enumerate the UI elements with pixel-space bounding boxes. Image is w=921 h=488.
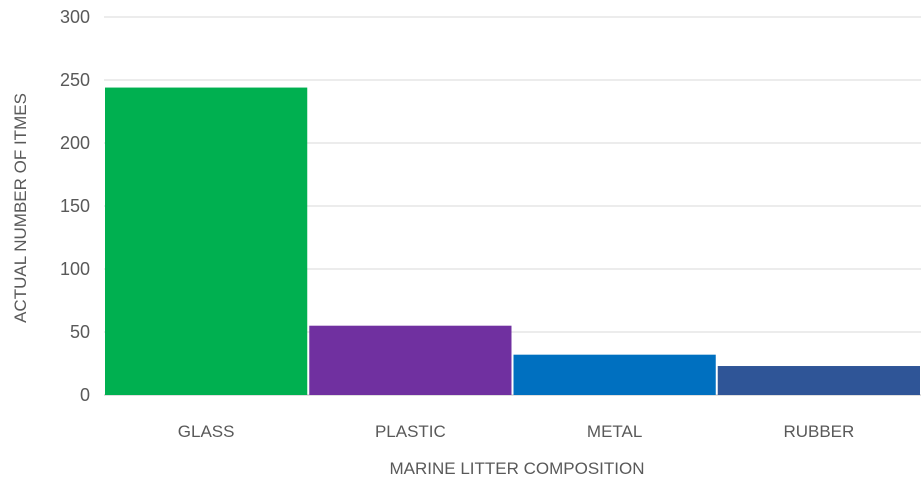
bar-rubber: [717, 366, 920, 395]
y-tick-label: 200: [60, 133, 90, 153]
x-axis-title: MARINE LITTER COMPOSITION: [389, 459, 644, 478]
bars: [105, 87, 920, 395]
x-tick-label: RUBBER: [783, 422, 854, 441]
y-axis-title: ACTUAL NUMBER OF ITMES: [11, 93, 30, 323]
x-tick-label: GLASS: [178, 422, 235, 441]
x-tick-label: PLASTIC: [375, 422, 446, 441]
y-tick-label: 300: [60, 7, 90, 27]
y-tick-label: 250: [60, 70, 90, 90]
bar-metal: [513, 354, 716, 395]
x-axis-ticks: GLASS PLASTIC METAL RUBBER: [178, 422, 855, 441]
y-tick-label: 50: [70, 322, 90, 342]
y-tick-label: 0: [80, 385, 90, 405]
y-axis-ticks: 0 50 100 150 200 250 300: [60, 7, 90, 405]
bar-glass: [105, 87, 308, 395]
y-tick-label: 150: [60, 196, 90, 216]
x-tick-label: METAL: [587, 422, 642, 441]
y-tick-label: 100: [60, 259, 90, 279]
bar-plastic: [309, 325, 512, 395]
